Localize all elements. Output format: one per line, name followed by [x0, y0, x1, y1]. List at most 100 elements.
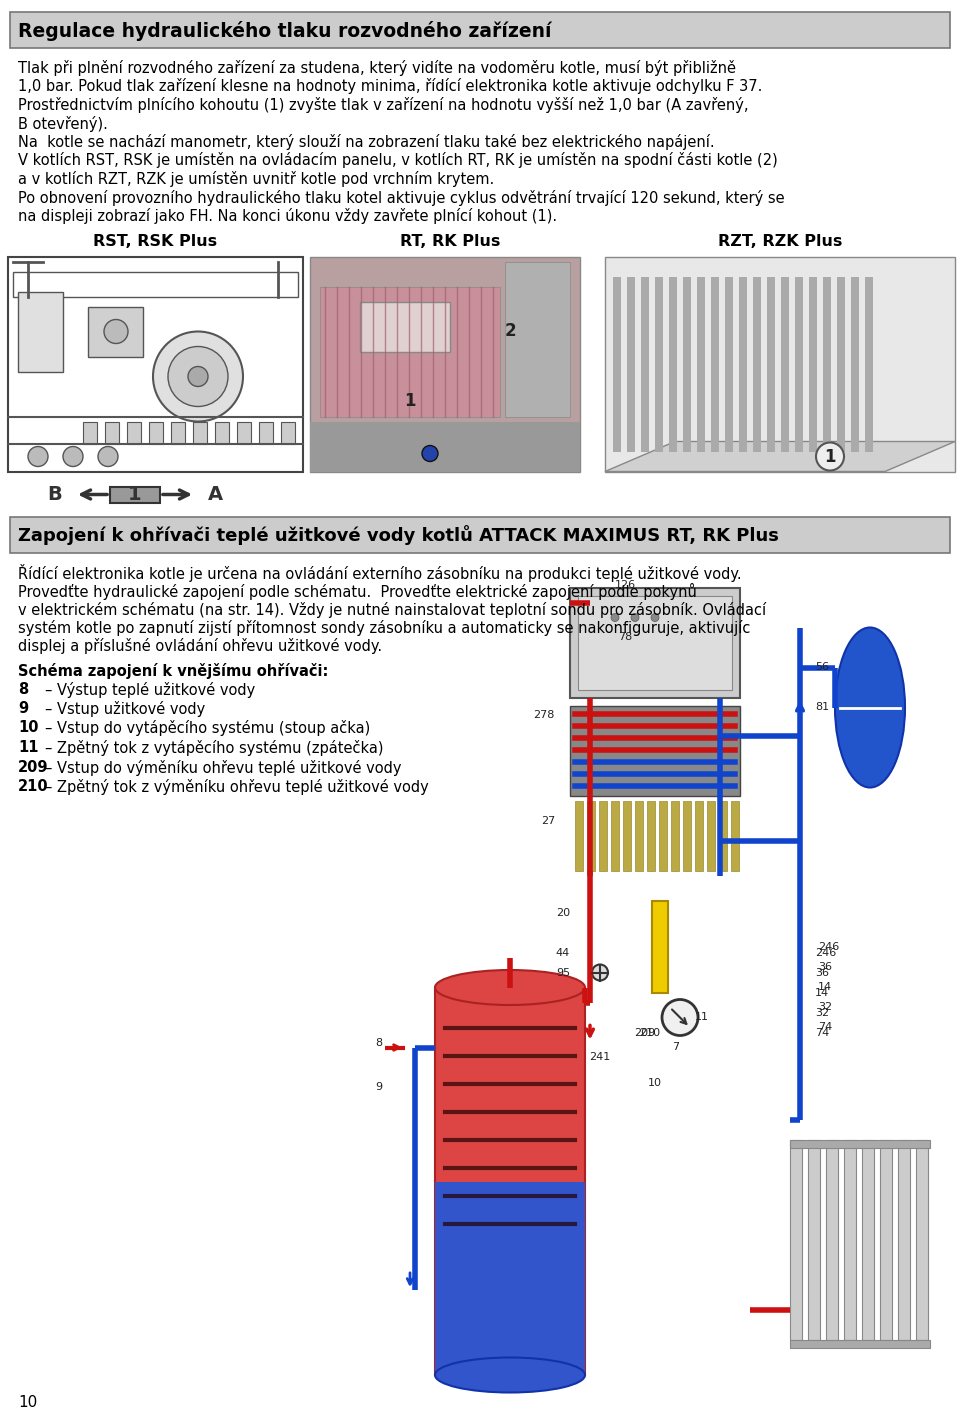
Bar — [193, 421, 207, 444]
Bar — [570, 706, 740, 796]
Text: A: A — [207, 485, 223, 504]
Bar — [731, 800, 739, 871]
Bar — [575, 800, 583, 871]
Bar — [790, 1140, 930, 1148]
Bar — [719, 800, 727, 871]
Bar — [587, 800, 595, 871]
Bar — [837, 276, 845, 451]
Text: RT, RK Plus: RT, RK Plus — [399, 234, 500, 249]
Bar — [259, 421, 273, 444]
Bar — [809, 276, 817, 451]
Bar — [826, 1140, 838, 1340]
Text: 95: 95 — [556, 968, 570, 978]
Bar — [627, 276, 635, 451]
Bar — [707, 800, 715, 871]
Bar — [149, 421, 163, 444]
Text: 9: 9 — [18, 702, 28, 716]
Text: na displeji zobrazí jako FH. Na konci úkonu vždy zavřete plnící kohout (1).: na displeji zobrazí jako FH. Na konci úk… — [18, 209, 557, 224]
Bar — [578, 596, 732, 689]
Text: Zapojení k ohřívači teplé užitkové vody kotlů ATTACK MAXIMUS RT, RK Plus: Zapojení k ohřívači teplé užitkové vody … — [18, 526, 779, 545]
Bar — [320, 286, 500, 417]
Bar — [790, 1340, 930, 1348]
Text: – Výstup teplé užitkové vody: – Výstup teplé užitkové vody — [45, 682, 255, 697]
Bar — [310, 256, 580, 472]
Text: Po obnovení provozního hydraulického tlaku kotel aktivuje cyklus odvětrání trvaj: Po obnovení provozního hydraulického tla… — [18, 189, 784, 206]
Bar — [105, 421, 119, 444]
Bar — [652, 900, 668, 992]
Bar — [127, 421, 141, 444]
Ellipse shape — [835, 627, 905, 788]
Bar — [795, 276, 803, 451]
Circle shape — [611, 613, 619, 621]
Text: 11: 11 — [695, 1013, 709, 1023]
Text: 36: 36 — [815, 968, 829, 978]
Text: Na  kotle se nachází manometr, který slouží na zobrazení tlaku také bez elektric: Na kotle se nachází manometr, který slou… — [18, 134, 714, 149]
Text: – Zpětný tok z vytápěcího systému (zpátečka): – Zpětný tok z vytápěcího systému (zpáte… — [45, 740, 383, 757]
Bar — [655, 276, 663, 451]
Bar — [83, 421, 97, 444]
Bar — [767, 276, 775, 451]
Circle shape — [63, 447, 83, 466]
Bar — [505, 262, 570, 417]
Bar — [808, 1140, 820, 1340]
Bar — [671, 800, 679, 871]
Text: 44: 44 — [556, 947, 570, 958]
Bar — [851, 276, 859, 451]
Text: Prostřednictvím plnícího kohoutu (1) zvyšte tlak v zařízení na hodnotu vyšší než: Prostřednictvím plnícího kohoutu (1) zvy… — [18, 97, 749, 113]
Bar — [862, 1140, 874, 1340]
Bar — [781, 276, 789, 451]
Bar — [88, 307, 143, 356]
Bar — [599, 800, 607, 871]
Bar — [110, 486, 160, 503]
Bar — [683, 800, 691, 871]
Bar — [659, 800, 667, 871]
Text: Tlak při plnění rozvodného zařízení za studena, který vidíte na vodoměru kotle, : Tlak při plnění rozvodného zařízení za s… — [18, 61, 736, 76]
Text: v elektrickém schématu (na str. 14). Vždy je nutné nainstalovat teplotní sondu p: v elektrickém schématu (na str. 14). Vžd… — [18, 602, 766, 617]
Bar — [613, 276, 621, 451]
Bar — [641, 276, 649, 451]
Bar — [215, 421, 229, 444]
Circle shape — [816, 442, 844, 471]
Bar — [10, 13, 950, 48]
Circle shape — [651, 613, 659, 621]
Text: 246: 246 — [815, 947, 836, 958]
Bar — [790, 1140, 802, 1340]
Text: 209: 209 — [634, 1027, 655, 1037]
Circle shape — [168, 347, 228, 407]
Text: 1,0 bar. Pokud tlak zařízení klesne na hodnoty minima, řídící elektronika kotle : 1,0 bar. Pokud tlak zařízení klesne na h… — [18, 79, 762, 94]
Circle shape — [662, 999, 698, 1036]
Text: – Zpětný tok z výměníku ohřevu teplé užitkové vody: – Zpětný tok z výměníku ohřevu teplé uži… — [45, 779, 429, 795]
Text: 36: 36 — [818, 962, 832, 972]
Text: 1: 1 — [404, 393, 416, 410]
Bar — [683, 276, 691, 451]
Text: 56: 56 — [815, 662, 829, 672]
Text: 11: 11 — [18, 740, 38, 755]
Text: 74: 74 — [815, 1027, 829, 1037]
Bar — [360, 302, 450, 351]
Bar — [844, 1140, 856, 1340]
Bar — [725, 276, 733, 451]
Text: B: B — [48, 485, 62, 504]
Bar — [605, 256, 955, 472]
Text: 14: 14 — [818, 982, 832, 992]
Bar — [898, 1140, 910, 1340]
Text: – Vstup užitkové vody: – Vstup užitkové vody — [45, 702, 205, 717]
Bar — [10, 517, 950, 552]
Bar — [237, 421, 251, 444]
Text: RZT, RZK Plus: RZT, RZK Plus — [718, 234, 842, 249]
Text: 27: 27 — [540, 816, 555, 826]
Bar — [753, 276, 761, 451]
Bar — [865, 276, 873, 451]
Bar — [18, 292, 63, 372]
Text: systém kotle po zapnutí zijstí přítomnost sondy zásobníku a automaticky se nakon: systém kotle po zapnutí zijstí přítomnos… — [18, 620, 751, 635]
Bar — [623, 800, 631, 871]
Bar — [669, 276, 677, 451]
Text: – Vstup do výměníku ohřevu teplé užitkové vody: – Vstup do výměníku ohřevu teplé užitkov… — [45, 759, 401, 775]
Text: Schéma zapojení k vnějšímu ohřívači:: Schéma zapojení k vnějšímu ohřívači: — [18, 664, 328, 679]
Bar — [13, 272, 298, 296]
Circle shape — [98, 447, 118, 466]
Text: 246: 246 — [818, 943, 839, 952]
Bar — [570, 588, 740, 697]
Text: 7: 7 — [672, 1043, 679, 1053]
Text: 278: 278 — [534, 710, 555, 720]
